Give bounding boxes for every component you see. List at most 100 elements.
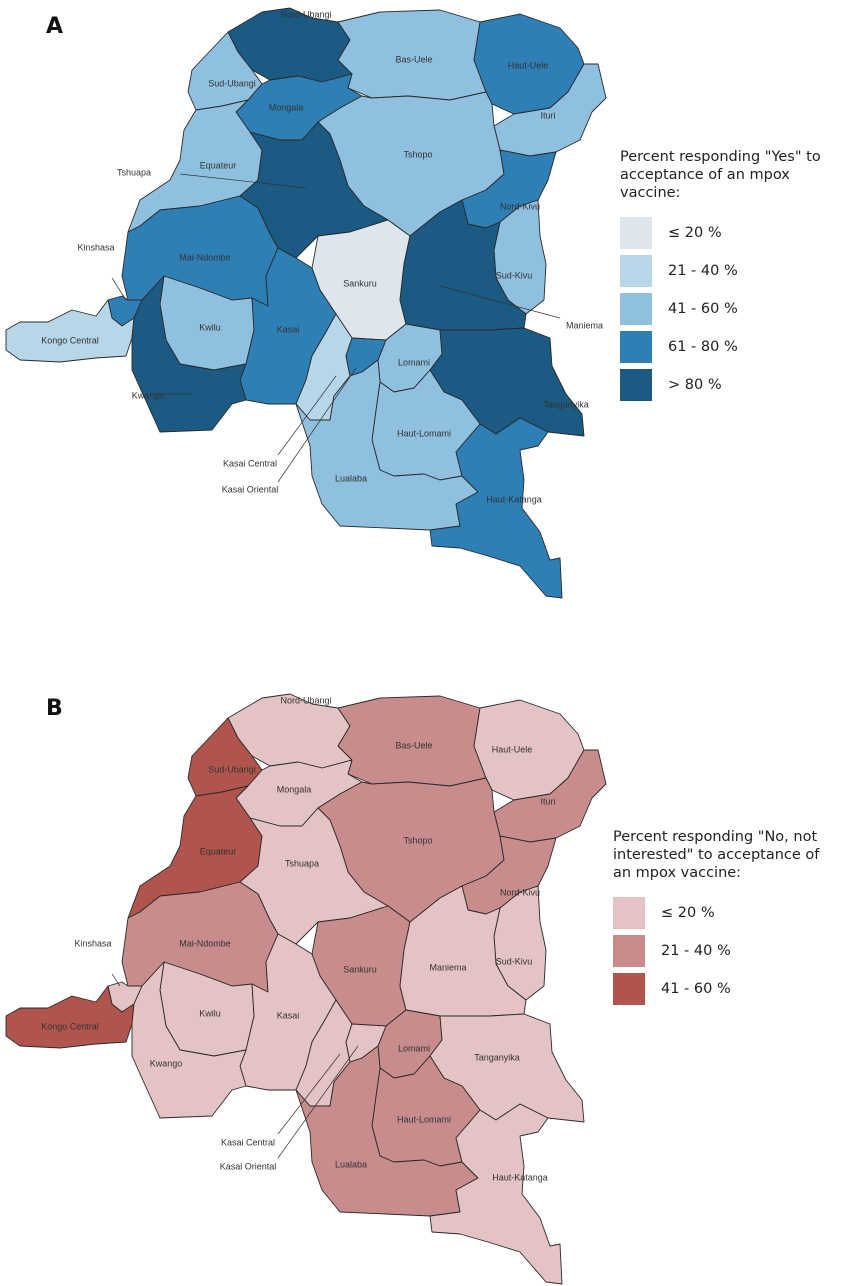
province-label: Nord-Kivu <box>500 201 540 211</box>
legend-item: > 80 % <box>620 366 842 404</box>
province-label: Nord-Kivu <box>500 887 540 897</box>
legend-swatch <box>620 369 652 401</box>
leader-line <box>439 285 561 319</box>
legend-item: 21 - 40 % <box>613 932 841 970</box>
province-label: Lualaba <box>335 1159 367 1169</box>
province-maniema <box>399 885 527 1017</box>
province-label: Lomami <box>398 1043 430 1053</box>
legend-item: 61 - 80 % <box>620 328 842 366</box>
province-label: Haut-Uele <box>492 744 533 754</box>
province-label: Tshopo <box>403 149 432 159</box>
province-label: Sud-Kivu <box>496 270 533 280</box>
province-label: Sud-Kivu <box>496 956 533 966</box>
legend-label: 21 - 40 % <box>661 943 731 959</box>
province-maniema <box>399 199 527 331</box>
leader-line <box>277 1053 341 1135</box>
legend-swatch <box>620 255 652 287</box>
province-label: Kongo Central <box>41 335 99 345</box>
legend-label: > 80 % <box>668 377 722 393</box>
province-label: Sankuru <box>343 278 377 288</box>
province-label: Kasai <box>277 324 300 334</box>
province-label: Ituri <box>540 110 555 120</box>
legend-item: 41 - 60 % <box>613 970 841 1008</box>
province-label: Kasai Central <box>221 1137 275 1147</box>
province-label: Kinshasa <box>74 938 111 948</box>
province-lualaba <box>295 1045 479 1217</box>
legend-swatch <box>613 935 645 967</box>
province-label: Bas-Uele <box>395 54 432 64</box>
legend-swatch <box>620 293 652 325</box>
province-label: Mongala <box>277 784 312 794</box>
province-label: Haut-Katanga <box>492 1172 548 1182</box>
province-label: Maniema <box>429 962 466 972</box>
panel-a-legend-title: Percent responding "Yes" to acceptance o… <box>620 149 821 201</box>
legend-swatch <box>620 331 652 363</box>
province-label: Tshuapa <box>117 167 151 177</box>
legend-label: ≤ 20 % <box>661 905 715 921</box>
province-label: Kinshasa <box>77 242 114 252</box>
province-label: Sud-Ubangi <box>208 78 256 88</box>
legend-label: 41 - 60 % <box>668 301 738 317</box>
province-label: Tanganyika <box>543 399 589 409</box>
legend-swatch <box>613 973 645 1005</box>
province-label: Sankuru <box>343 964 377 974</box>
province-label: Nord-Ubangi <box>280 9 331 19</box>
leader-line <box>111 277 127 301</box>
leader-line <box>277 367 357 483</box>
province-label: Kasai Oriental <box>220 1161 277 1171</box>
panel-a-map: Nord-Ubangi Sud-Ubangi Bas-Uele Haut-Uele Mo… <box>5 7 607 599</box>
panel-b-legend: Percent responding "No, not interested" … <box>613 828 841 1008</box>
province-label: Mongala <box>269 102 304 112</box>
legend-swatch <box>620 217 652 249</box>
province-label: Tshuapa <box>285 858 319 868</box>
province-haut-katanga <box>429 417 563 599</box>
legend-label: 61 - 80 % <box>668 339 738 355</box>
province-label: Haut-Lomami <box>397 428 451 438</box>
leader-line <box>179 173 307 189</box>
panel-b-map: Nord-Ubangi Sud-Ubangi Bas-Uele Haut-Uele Mo… <box>5 693 607 1285</box>
legend-item: ≤ 20 % <box>613 894 841 932</box>
leader-line <box>111 973 121 987</box>
province-lualaba <box>295 359 479 531</box>
legend-label: 21 - 40 % <box>668 263 738 279</box>
province-label: Kongo Central <box>41 1021 99 1031</box>
province-kongo-central <box>5 299 135 363</box>
province-label: Kasai Oriental <box>222 484 279 494</box>
province-label: Maniema <box>566 320 603 330</box>
legend-item: ≤ 20 % <box>620 214 842 252</box>
province-kwango <box>131 275 247 433</box>
leader-line <box>277 1045 359 1159</box>
province-label: Mai-Ndombe <box>179 938 231 948</box>
province-label: Kwilu <box>199 322 221 332</box>
province-label: Kasai Central <box>223 458 277 468</box>
province-label: Lomami <box>398 357 430 367</box>
province-label: Tshopo <box>403 835 432 845</box>
panel-b-letter: B <box>46 696 63 721</box>
province-label: Kwango <box>132 390 165 400</box>
province-label: Nord-Ubangi <box>280 695 331 705</box>
province-label: Kwango <box>150 1058 183 1068</box>
province-kongo-central <box>5 985 135 1049</box>
legend-label: ≤ 20 % <box>668 225 722 241</box>
legend-label: 41 - 60 % <box>661 981 731 997</box>
panel-a-letter: A <box>46 14 64 39</box>
province-label: Kwilu <box>199 1008 221 1018</box>
province-label: Tanganyika <box>474 1052 520 1062</box>
panel-a-legend: Percent responding "Yes" to acceptance o… <box>620 148 842 404</box>
province-kwango <box>131 961 247 1119</box>
panel-b-legend-title: Percent responding "No, not interested" … <box>613 829 820 881</box>
province-label: Equateur <box>200 846 237 856</box>
province-label: Bas-Uele <box>395 740 432 750</box>
province-label: Equateur <box>200 160 237 170</box>
legend-item: 21 - 40 % <box>620 252 842 290</box>
province-label: Kasai <box>277 1010 300 1020</box>
leader-line <box>277 375 337 456</box>
province-label: Haut-Katanga <box>486 494 542 504</box>
province-label: Haut-Lomami <box>397 1114 451 1124</box>
legend-swatch <box>613 897 645 929</box>
province-label: Haut-Uele <box>508 60 549 70</box>
province-label: Sud-Ubangi <box>208 764 256 774</box>
province-label: Mai-Ndombe <box>179 252 231 262</box>
legend-item: 41 - 60 % <box>620 290 842 328</box>
province-label: Ituri <box>540 796 555 806</box>
